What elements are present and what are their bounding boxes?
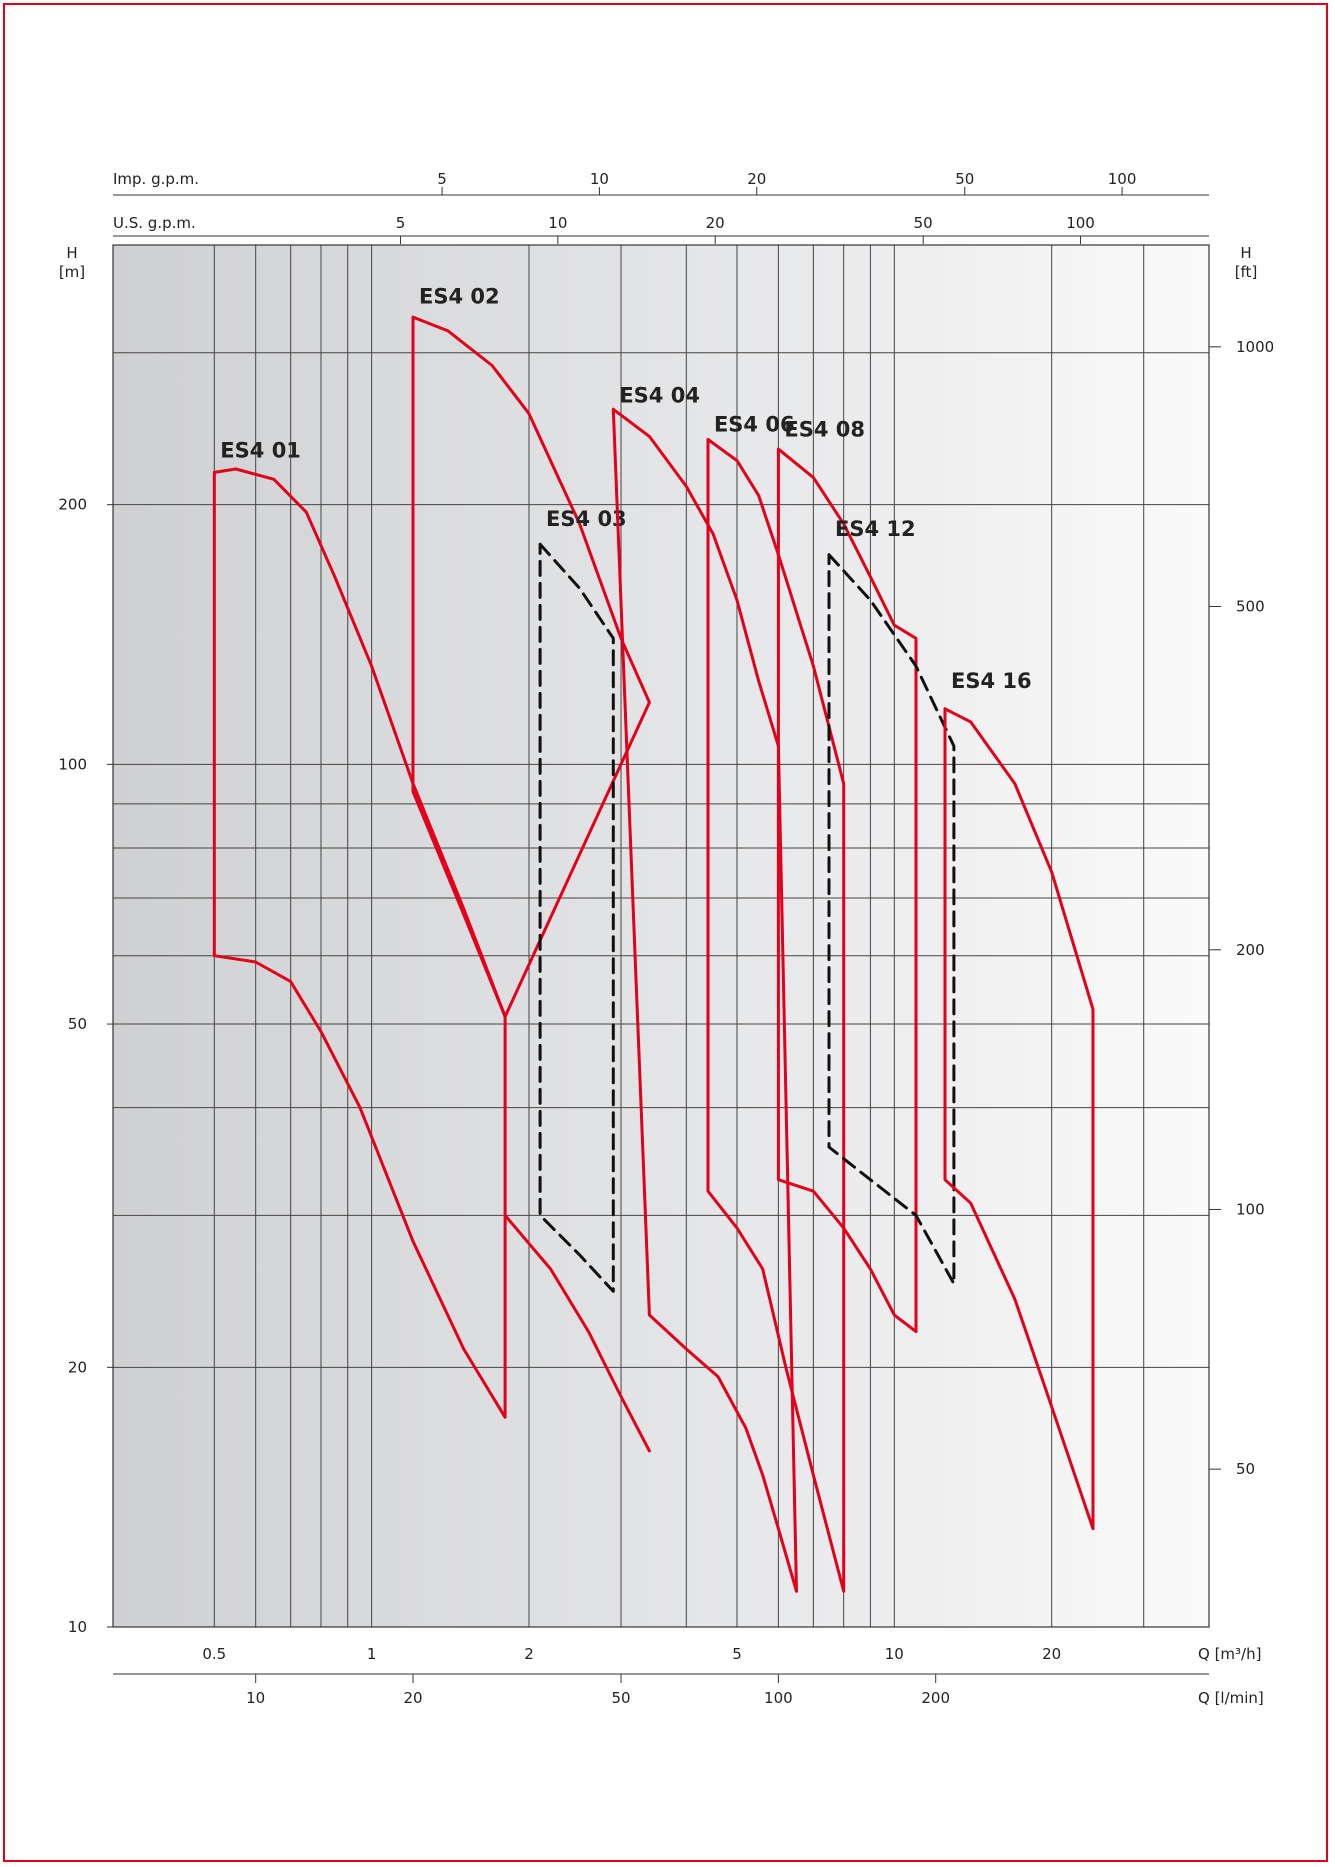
series-label: ES4 03 [546,507,627,531]
plot-background [113,245,1209,1627]
bottom-m3h-tick-label: 5 [732,1645,742,1663]
usgpm-tick-label: 20 [706,214,725,232]
series-curve [538,542,615,1293]
left-tick-label: 50 [68,1015,87,1033]
bottom-m3h-tick-label: 1 [367,1645,377,1663]
series-curve [943,707,1095,1531]
lmin-tick-label: 20 [403,1689,422,1707]
page-border [3,3,1328,1862]
left-tick-label: 100 [58,755,87,773]
left-axis-title: H [66,244,77,262]
impgpm-tick-label: 10 [590,170,609,188]
right-tick-label: 200 [1236,941,1265,959]
left-tick-label: 200 [58,496,87,514]
usgpm-axis-label: U.S. g.p.m. [113,214,196,232]
plot-frame [112,244,1210,1628]
series-curve [827,553,956,1286]
right-axis-unit: [ft] [1235,263,1258,281]
series-label: ES4 01 [220,439,301,463]
impgpm-tick-label: 100 [1108,170,1137,188]
bottom-m3h-tick-label: 20 [1042,1645,1061,1663]
series-curve [706,438,846,1593]
series-label: ES4 06 [714,413,795,437]
right-tick-label: 500 [1236,598,1265,616]
series-label: ES4 02 [419,284,500,308]
lmin-tick-label: 10 [246,1689,265,1707]
series-label: ES4 12 [835,517,916,541]
left-axis-unit: [m] [59,263,85,281]
right-tick-label: 50 [1236,1460,1255,1478]
bottom-m3h-tick-label: 2 [524,1645,534,1663]
grid [112,244,1210,1628]
usgpm-tick-label: 5 [396,214,406,232]
impgpm-tick-label: 50 [955,170,974,188]
series-label: ES4 16 [951,669,1032,693]
bottom-lmin-axis-label: Q [l/min] [1198,1689,1264,1707]
lmin-tick-label: 50 [611,1689,630,1707]
bottom-m3h-tick-label: 10 [885,1645,904,1663]
bottom-m3h-axis-label: Q [m³/h] [1198,1645,1261,1663]
lmin-tick-label: 100 [764,1689,793,1707]
left-tick-label: 10 [68,1618,87,1636]
lmin-tick-label: 200 [921,1689,950,1707]
usgpm-tick-label: 50 [914,214,933,232]
impgpm-axis-label: Imp. g.p.m. [113,170,199,188]
series-label: ES4 04 [619,384,700,408]
impgpm-tick-label: 5 [437,170,447,188]
usgpm-tick-label: 10 [548,214,567,232]
right-tick-label: 100 [1236,1200,1265,1218]
right-axis-title: H [1240,244,1251,262]
usgpm-tick-label: 100 [1066,214,1095,232]
right-tick-label: 1000 [1236,338,1274,356]
series-curve [503,1213,651,1453]
bottom-m3h-tick-label: 0.5 [202,1645,226,1663]
series-curve [611,407,798,1593]
impgpm-tick-label: 20 [747,170,766,188]
series-curve [776,447,918,1334]
series-label: ES4 08 [784,417,865,441]
left-tick-label: 20 [68,1358,87,1376]
